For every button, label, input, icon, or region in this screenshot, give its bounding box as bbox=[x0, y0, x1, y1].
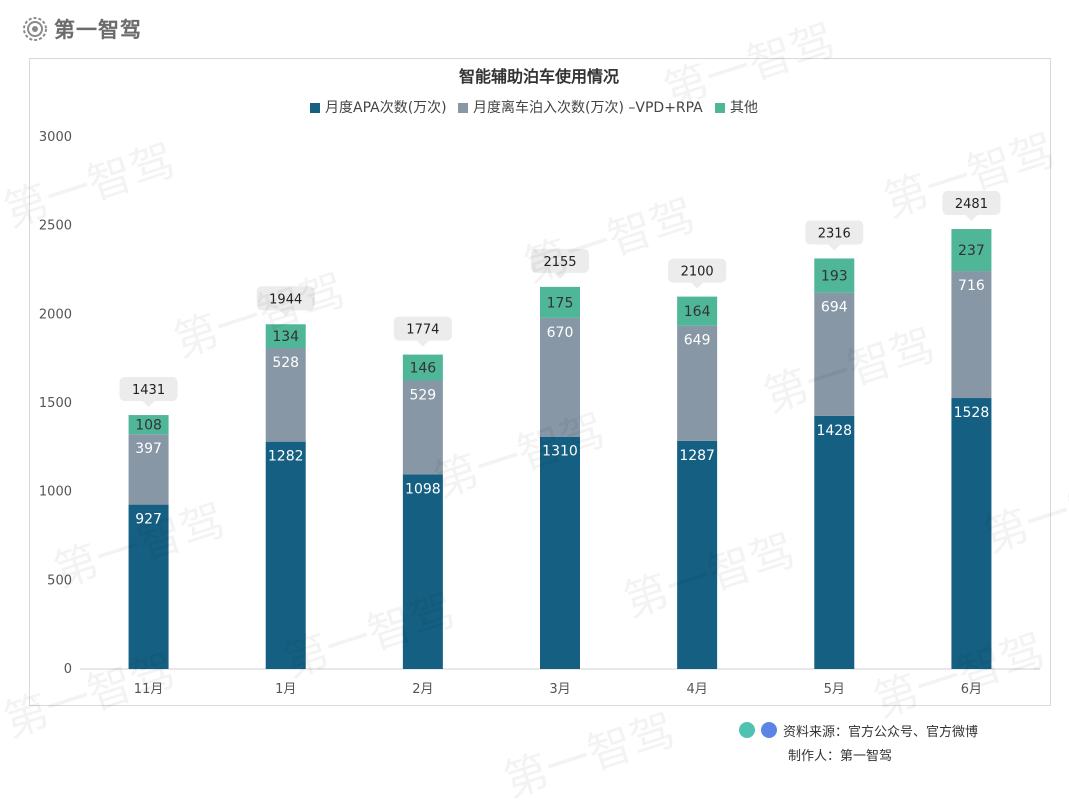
bar-value-label: 108 bbox=[135, 418, 162, 434]
bar-segment bbox=[677, 440, 718, 669]
x-tick-label: 2月 bbox=[412, 682, 433, 697]
y-tick-label: 3000 bbox=[39, 130, 72, 145]
bar-segment bbox=[540, 436, 580, 669]
stacked-bar-chart: 智能辅助泊车使用情况 月度APA次数(万次) 月度离车泊入次数(万次) –VPD+… bbox=[39, 67, 1040, 697]
y-tick-label: 1000 bbox=[39, 485, 72, 500]
author-text: 制作人：第一智驾 bbox=[788, 747, 893, 763]
total-label: 2100 bbox=[681, 265, 714, 280]
bar-segment bbox=[402, 380, 443, 475]
teal-dot-icon bbox=[739, 722, 755, 738]
bar-value-label: 1098 bbox=[405, 481, 441, 497]
x-tick-label: 11月 bbox=[134, 682, 164, 697]
total-label: 2481 bbox=[955, 197, 988, 212]
bar-segment bbox=[265, 324, 306, 349]
legend: 月度APA次数(万次) 月度离车泊入次数(万次) –VPD+RPA 其他 bbox=[310, 99, 758, 116]
bar-value-label: 716 bbox=[958, 278, 985, 294]
bar-segment bbox=[951, 271, 992, 399]
total-label: 1944 bbox=[269, 292, 302, 307]
source-row: 资料来源：官方公众号、官方微博 bbox=[739, 718, 978, 742]
total-callout-box bbox=[256, 286, 315, 311]
legend-swatch bbox=[715, 103, 725, 113]
x-tick-label: 6月 bbox=[961, 682, 982, 697]
bar-value-label: 1310 bbox=[542, 444, 578, 460]
bar-segment bbox=[128, 415, 169, 435]
bar-value-label: 237 bbox=[958, 243, 985, 259]
chart-title: 智能辅助泊车使用情况 bbox=[459, 67, 619, 86]
legend-swatch bbox=[458, 103, 468, 113]
bar-value-label: 1528 bbox=[954, 405, 990, 421]
bar-value-label: 164 bbox=[684, 304, 711, 320]
total-callout-pointer bbox=[142, 401, 155, 408]
x-tick-label: 5月 bbox=[824, 682, 845, 697]
blue-dot-icon bbox=[761, 722, 777, 738]
bar-segment bbox=[677, 325, 718, 441]
bar-value-label: 175 bbox=[547, 295, 574, 311]
bar-value-label: 1428 bbox=[816, 423, 852, 439]
bar-segment bbox=[540, 317, 580, 437]
y-tick-label: 1500 bbox=[39, 396, 72, 411]
total-label: 2155 bbox=[543, 255, 576, 270]
total-callout-box bbox=[393, 316, 452, 341]
author-row: 制作人：第一智驾 bbox=[788, 742, 978, 766]
bar-segment bbox=[814, 292, 855, 416]
bar-value-label: 529 bbox=[409, 387, 436, 403]
brand-logo: 第一智驾 bbox=[22, 14, 142, 44]
total-callout-box bbox=[531, 248, 589, 273]
bar-segment bbox=[128, 434, 169, 505]
bar-value-label: 670 bbox=[547, 325, 574, 341]
source-text: 资料来源：官方公众号、官方微博 bbox=[783, 723, 979, 739]
total-callout-box bbox=[942, 191, 1001, 216]
bar-segment bbox=[814, 258, 855, 293]
bar-value-label: 927 bbox=[135, 512, 162, 528]
total-callout-box bbox=[805, 220, 864, 245]
bar-segment bbox=[265, 348, 306, 442]
bar-segment bbox=[265, 441, 306, 669]
bar-segment bbox=[128, 504, 169, 669]
bars: 927 397 108 1431 1282 528 134 1944 1098 529 146 177… bbox=[119, 191, 1001, 669]
total-label: 2316 bbox=[818, 226, 851, 241]
total-callout-pointer bbox=[965, 215, 978, 222]
legend-swatch bbox=[310, 103, 320, 113]
x-tick-label: 4月 bbox=[687, 682, 708, 697]
bar-segment bbox=[814, 415, 855, 669]
bar-value-label: 649 bbox=[684, 333, 711, 349]
gear-icon bbox=[23, 17, 47, 41]
total-callout-pointer bbox=[416, 340, 429, 347]
x-axis: 11月 1月 2月 3月 4月 5月 6月 bbox=[80, 668, 1040, 697]
total-callout-pointer bbox=[691, 282, 704, 289]
bar-value-label: 397 bbox=[135, 441, 162, 457]
legend-label: 月度离车泊入次数(万次) –VPD+RPA bbox=[473, 99, 703, 116]
bar-segment bbox=[951, 398, 992, 669]
y-tick-label: 2500 bbox=[39, 219, 72, 234]
brand-name: 第一智驾 bbox=[54, 19, 142, 42]
bar-segment bbox=[402, 354, 443, 381]
total-callout-pointer bbox=[828, 244, 841, 251]
bar-value-label: 193 bbox=[821, 269, 848, 285]
y-tick-label: 0 bbox=[64, 662, 72, 677]
legend-label: 月度APA次数(万次) bbox=[325, 100, 447, 116]
y-tick-label: 2000 bbox=[39, 307, 72, 322]
bar-segment bbox=[677, 296, 718, 326]
y-axis: 0 500 1000 1500 2000 2500 3000 bbox=[39, 130, 72, 677]
total-label: 1431 bbox=[132, 383, 165, 398]
bar-value-label: 134 bbox=[272, 329, 299, 345]
bar-segment bbox=[951, 229, 992, 272]
bar-value-label: 694 bbox=[821, 300, 848, 316]
bar-segment bbox=[540, 286, 580, 318]
footer: 资料来源：官方公众号、官方微博 制作人：第一智驾 bbox=[739, 718, 978, 766]
bar-value-label: 1287 bbox=[679, 448, 715, 464]
x-tick-label: 1月 bbox=[275, 682, 296, 697]
bar-value-label: 146 bbox=[409, 361, 436, 377]
total-label: 1774 bbox=[406, 323, 439, 338]
total-callout-pointer bbox=[554, 272, 566, 279]
x-tick-label: 3月 bbox=[549, 682, 570, 697]
total-callout-box bbox=[668, 258, 727, 283]
total-callout-pointer bbox=[279, 310, 292, 317]
bar-value-label: 528 bbox=[272, 355, 299, 371]
legend-label: 其他 bbox=[730, 100, 758, 116]
bar-segment bbox=[402, 474, 443, 669]
bar-value-label: 1282 bbox=[268, 449, 304, 465]
y-tick-label: 500 bbox=[47, 573, 72, 588]
total-callout-box bbox=[119, 377, 178, 402]
